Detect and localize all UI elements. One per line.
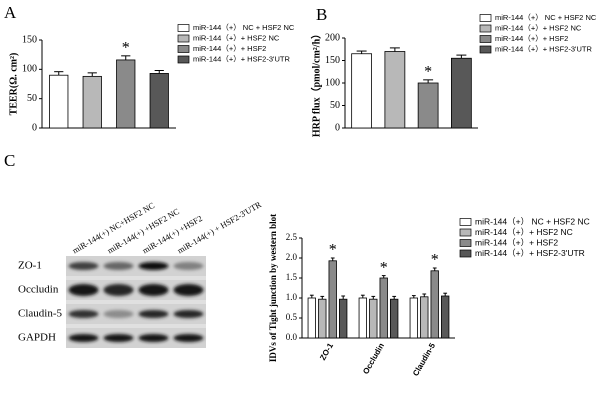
y-axis-label: IDVs of Tight junction by western blot <box>268 214 278 362</box>
panel-label: B <box>316 5 327 24</box>
panel-label: A <box>4 3 17 22</box>
blot-row-label: Occludin <box>18 284 59 296</box>
y-tick-label: 100 <box>22 64 37 75</box>
blot-band <box>173 334 204 342</box>
blot-band <box>68 284 99 296</box>
y-axis-label: TEER(Ω. cm²) <box>8 53 19 116</box>
legend-label: miR-144（+） NC + HSF2 NC <box>193 23 295 32</box>
bar <box>369 298 378 339</box>
blot-strip <box>66 328 206 348</box>
blot-band <box>173 284 204 296</box>
blot-strip <box>66 256 206 276</box>
blot-band <box>103 310 134 318</box>
bar <box>82 75 102 129</box>
legend-swatch <box>479 35 492 43</box>
x-tick-label: Claudin-5 <box>411 341 437 378</box>
panel-label: C <box>4 151 15 170</box>
significance-star: * <box>431 252 439 269</box>
legend-swatch <box>177 24 190 32</box>
bar <box>339 298 348 339</box>
y-tick-label: 200 <box>325 32 340 43</box>
bar <box>358 297 367 339</box>
y-tick-label: 2.0 <box>286 252 298 262</box>
y-tick-label: 0 <box>335 122 340 133</box>
bar <box>390 298 399 339</box>
bar <box>420 296 429 339</box>
blot-row-label: ZO-1 <box>18 260 42 272</box>
blot-band <box>103 284 134 296</box>
x-tick-label: Occludin <box>361 341 386 375</box>
y-tick-label: 150 <box>325 55 340 66</box>
y-tick-label: 50 <box>27 93 37 104</box>
y-tick-label: 0.5 <box>286 312 298 322</box>
legend-label: miR-144（+）+ HSF2 NC <box>495 23 582 32</box>
blot-band <box>68 262 99 270</box>
significance-star: * <box>122 40 130 57</box>
legend-swatch <box>459 239 472 247</box>
y-tick-label: 1.0 <box>286 292 298 302</box>
legend-swatch <box>459 228 472 237</box>
legend-label: miR-144（+）+ HSF2 <box>193 44 266 53</box>
bar <box>49 74 69 129</box>
legend-swatch <box>459 249 472 258</box>
legend-swatch <box>177 34 190 43</box>
blot-band <box>103 262 134 270</box>
legend-swatch <box>177 55 190 64</box>
blot-row-label: Claudin-5 <box>18 308 62 320</box>
significance-star: * <box>380 259 388 276</box>
bar <box>116 59 136 129</box>
y-tick-label: 50 <box>330 100 340 111</box>
significance-star: * <box>329 242 337 259</box>
bar <box>149 73 169 129</box>
blot-row-label: GAPDH <box>18 332 56 344</box>
blot-band <box>103 334 134 342</box>
bar <box>351 53 372 129</box>
blot-band <box>173 262 204 270</box>
legend-swatch <box>459 218 472 226</box>
x-tick-label: ZO-1 <box>318 341 335 362</box>
bar <box>450 57 472 129</box>
blot-band <box>138 310 169 318</box>
legend-label: miR-144（+）+ HSF2 <box>475 237 558 247</box>
blot-band <box>68 334 99 342</box>
bar <box>417 82 439 129</box>
blot-band <box>138 262 169 270</box>
legend-label: miR-144（+）+ HSF2-3'UTR <box>193 54 290 63</box>
legend-label: miR-144（+）+ HSF2-3'UTR <box>475 248 585 258</box>
legend-swatch <box>177 45 190 53</box>
y-axis-label: HRP flux（pmol/cm²/h） <box>309 29 322 137</box>
blot-band <box>68 310 99 318</box>
legend-label: miR-144（+）+ HSF2-3'UTR <box>495 44 592 53</box>
blot-band <box>138 284 169 296</box>
legend-swatch <box>479 45 492 54</box>
blot-band <box>138 334 169 342</box>
bar <box>409 297 418 339</box>
bar <box>307 297 316 339</box>
bar <box>441 295 450 339</box>
legend-swatch <box>479 14 492 22</box>
legend-label: miR-144（+）+ HSF2 <box>495 34 568 43</box>
bar <box>384 51 406 129</box>
y-tick-label: 0.0 <box>286 332 298 342</box>
significance-star: * <box>424 64 432 81</box>
bar <box>318 298 327 339</box>
y-tick-label: 150 <box>22 34 37 45</box>
y-tick-label: 0 <box>32 122 37 133</box>
y-tick-label: 100 <box>325 77 340 88</box>
bar <box>328 260 337 339</box>
y-tick-label: 1.5 <box>286 272 298 282</box>
blot-band <box>173 310 204 318</box>
legend-label: miR-144（+） NC + HSF2 NC <box>495 13 597 22</box>
legend-label: miR-144（+）+ HSF2 NC <box>193 33 280 42</box>
bar <box>430 270 439 339</box>
legend-label: miR-144（+） NC + HSF2 NC <box>475 216 590 226</box>
blot-strip <box>66 304 206 324</box>
legend-swatch <box>479 24 492 33</box>
legend-label: miR-144（+）+ HSF2 NC <box>475 227 573 237</box>
blot-strip <box>66 280 206 300</box>
y-tick-label: 2.5 <box>286 232 298 242</box>
bar <box>379 277 388 339</box>
